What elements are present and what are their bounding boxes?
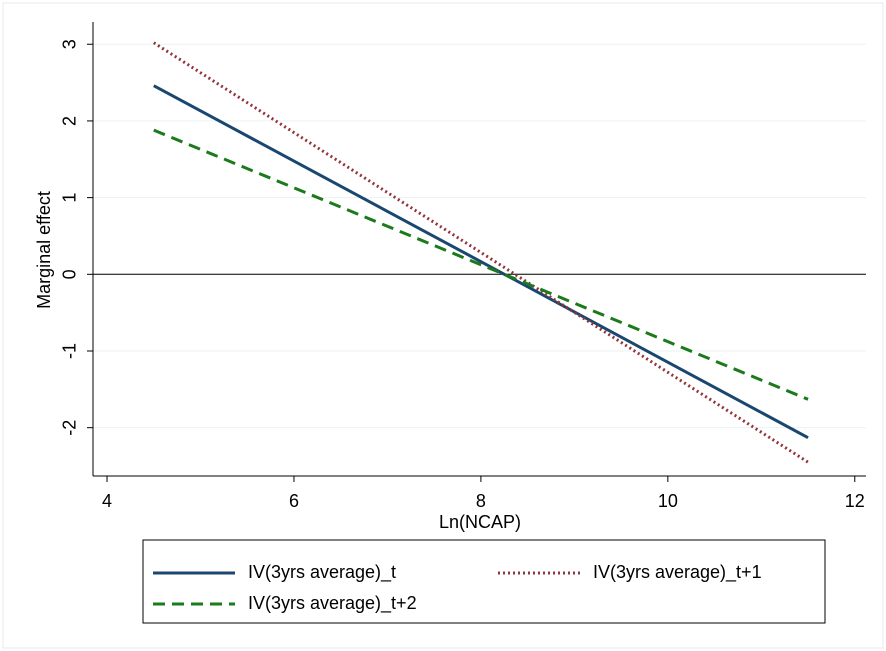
legend-label: IV(3yrs average)_t	[248, 562, 396, 583]
legend-label: IV(3yrs average)_t+2	[248, 593, 417, 614]
x-tick-label: 8	[476, 491, 486, 511]
y-tick-label: 1	[60, 193, 80, 203]
legend-label: IV(3yrs average)_t+1	[593, 562, 762, 583]
y-tick-label: 0	[60, 269, 80, 279]
legend-box	[142, 539, 826, 624]
y-tick-label: 3	[60, 39, 80, 49]
y-tick-label: 2	[60, 116, 80, 126]
x-axis-title: Ln(NCAP)	[439, 512, 521, 532]
series-line	[153, 84, 809, 439]
y-axis-title: Marginal effect	[34, 191, 54, 309]
series-line	[153, 128, 809, 401]
x-tick-label: 12	[845, 491, 865, 511]
x-tick-label: 4	[102, 491, 112, 511]
x-tick-label: 10	[658, 491, 678, 511]
y-tick-label: -1	[60, 343, 80, 359]
x-tick-label: 6	[289, 491, 299, 511]
y-tick-label: -2	[60, 420, 80, 436]
